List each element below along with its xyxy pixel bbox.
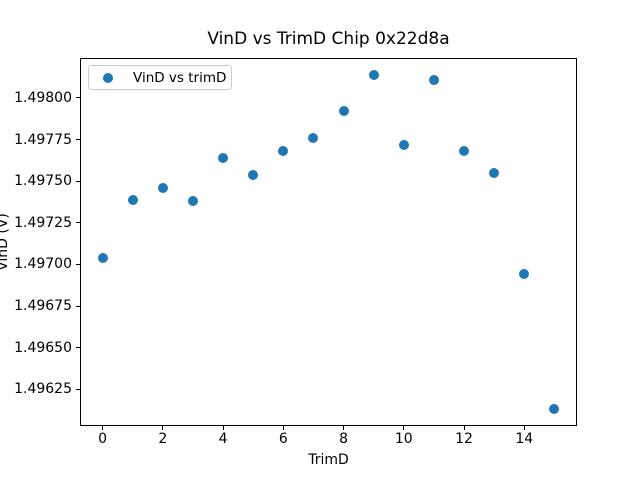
plot-area [80, 58, 577, 426]
x-tick-label: 8 [339, 431, 349, 447]
scatter-point [308, 132, 319, 143]
scatter-point [459, 146, 470, 157]
scatter-point [278, 146, 289, 157]
scatter-point [187, 196, 198, 207]
y-tick-mark [76, 305, 80, 307]
x-tick-mark [523, 426, 525, 430]
y-tick-mark [76, 347, 80, 349]
y-tick-mark [76, 180, 80, 182]
y-tick-label: 1.49625 [14, 381, 72, 398]
x-tick-label: 10 [394, 431, 413, 447]
legend-marker-dot [103, 72, 113, 83]
x-tick-mark [463, 426, 465, 430]
x-tick-label: 6 [278, 431, 288, 447]
y-axis-label: VinD (V) [0, 213, 11, 271]
scatter-point [368, 69, 379, 80]
scatter-point [519, 269, 530, 280]
y-tick-label: 1.49700 [14, 256, 72, 273]
x-tick-label: 0 [98, 431, 108, 447]
legend: VinD vs trimD [88, 65, 232, 90]
scatter-point [398, 139, 409, 150]
scatter-point [157, 182, 168, 193]
y-tick-label: 1.49750 [14, 173, 72, 190]
y-tick-mark [76, 139, 80, 141]
y-tick-label: 1.49800 [14, 89, 72, 106]
x-tick-label: 14 [515, 431, 534, 447]
y-tick-label: 1.49775 [14, 131, 72, 148]
x-tick-label: 2 [158, 431, 168, 447]
chart-title: VinD vs TrimD Chip 0x22d8a [207, 29, 450, 49]
x-tick-mark [403, 426, 405, 430]
x-tick-mark [162, 426, 164, 430]
scatter-point [549, 404, 560, 415]
x-tick-mark [222, 426, 224, 430]
x-tick-label: 12 [455, 431, 473, 447]
y-tick-mark [76, 97, 80, 99]
y-tick-mark [76, 222, 80, 224]
x-tick-mark [282, 426, 284, 430]
scatter-point [127, 194, 138, 205]
x-tick-mark [343, 426, 345, 430]
scatter-point [97, 252, 108, 263]
y-tick-label: 1.49675 [14, 298, 72, 315]
y-tick-mark [76, 388, 80, 390]
y-tick-label: 1.49725 [14, 214, 72, 231]
scatter-point [338, 106, 349, 117]
scatter-point [218, 152, 229, 163]
y-tick-mark [76, 263, 80, 265]
y-tick-label: 1.49650 [14, 339, 72, 356]
x-tick-mark [102, 426, 104, 430]
x-axis-label: TrimD [308, 452, 349, 468]
scatter-point [428, 74, 439, 85]
scatter-point [248, 169, 259, 180]
scatter-point [489, 167, 500, 178]
legend-label: VinD vs trimD [133, 69, 227, 86]
x-tick-label: 4 [218, 431, 228, 447]
